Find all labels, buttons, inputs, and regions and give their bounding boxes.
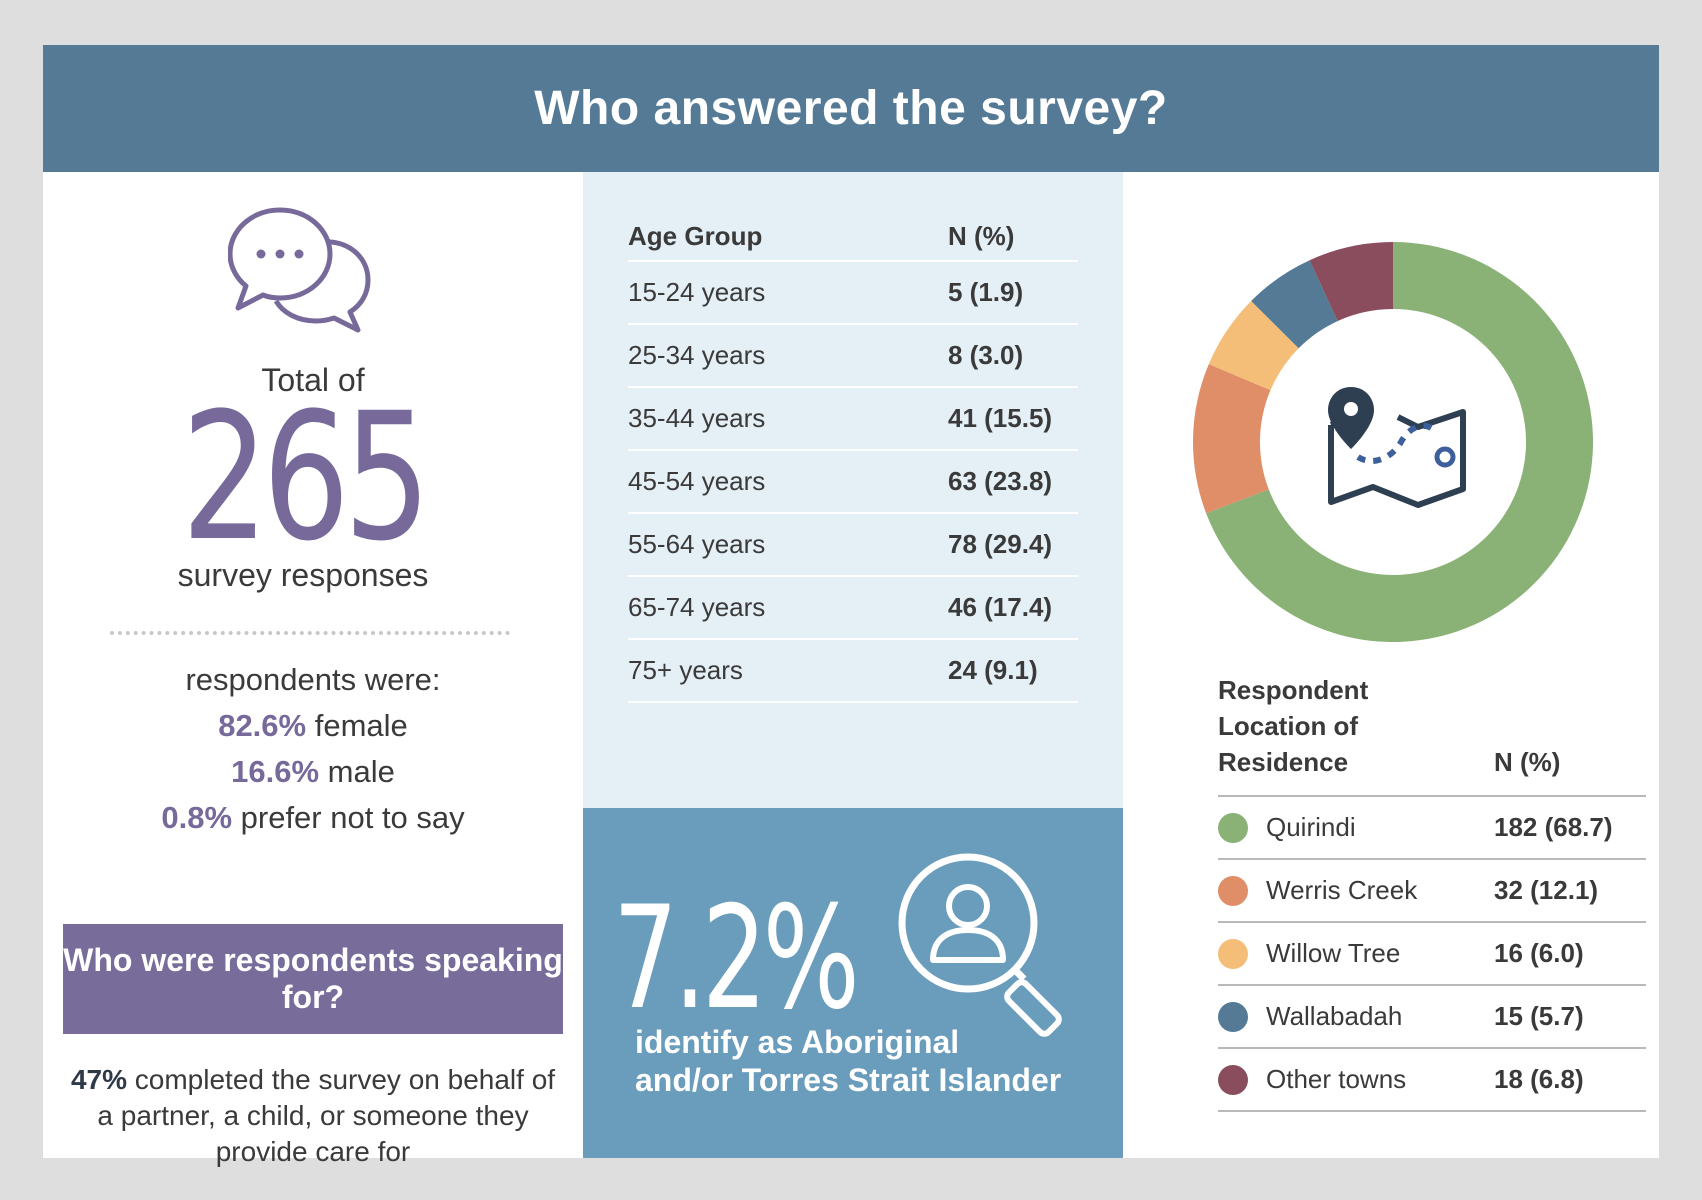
- right-column: Respondent Location of Residence N (%) Q…: [1123, 172, 1659, 1158]
- table-row: 65-74 years 46 (17.4): [628, 577, 1078, 640]
- partner-text: 47% completed the survey on behalf of a …: [63, 1062, 563, 1169]
- legend-swatch: [1218, 875, 1248, 906]
- age-group-header: Age Group: [628, 220, 763, 251]
- gender-pct: 16.6%: [231, 754, 320, 789]
- age-group: 55-64 years: [628, 529, 766, 559]
- age-n: 8 (3.0): [948, 340, 1024, 370]
- search-person-icon: [898, 853, 1062, 1037]
- table-row: Wallabadah 15 (5.7): [1218, 986, 1646, 1049]
- age-group: 75+ years: [628, 655, 743, 685]
- partner-description: completed the survey on behalf of a part…: [97, 1064, 556, 1167]
- donut-slice-werris-creek: [1193, 364, 1271, 514]
- legend-swatch: [1218, 938, 1248, 969]
- gender-label: female: [314, 708, 408, 743]
- location-header-label: Respondent Location of Residence: [1218, 673, 1494, 781]
- infographic-card: Who answered the survey? Total of 265 su…: [43, 45, 1659, 1167]
- age-n-header: N (%): [948, 220, 1015, 251]
- age-panel: Age Group N (%) 15-24 years 5 (1.9) 25-3…: [583, 172, 1123, 808]
- gender-pct: 82.6%: [218, 708, 307, 743]
- table-row: 15-24 years 5 (1.9): [628, 262, 1078, 325]
- gender-female: 82.6% female: [43, 708, 583, 744]
- age-n: 63 (23.8): [948, 466, 1053, 496]
- age-n: 46 (17.4): [948, 592, 1053, 622]
- age-n: 24 (9.1): [948, 655, 1038, 685]
- legend-swatch: [1218, 812, 1248, 843]
- location-n: 18 (6.8): [1494, 1064, 1584, 1094]
- survey-responses-label: survey responses: [177, 557, 429, 593]
- total-responses-number: 265: [181, 375, 431, 580]
- left-column: Total of 265 survey responses respondent…: [43, 172, 583, 1167]
- gender-prefer-not: 0.8% prefer not to say: [43, 800, 583, 836]
- table-row: Werris Creek 32 (12.1): [1218, 860, 1646, 923]
- location-n: 32 (12.1): [1494, 875, 1599, 905]
- chat-bubbles-icon: [228, 207, 371, 333]
- location-name: Quirindi: [1266, 812, 1356, 842]
- location-header-line: Location of: [1218, 711, 1359, 742]
- location-header-line: Residence: [1218, 747, 1349, 778]
- location-n-header: N (%): [1494, 747, 1561, 778]
- location-name: Werris Creek: [1266, 875, 1418, 905]
- age-table: Age Group N (%) 15-24 years 5 (1.9) 25-3…: [628, 212, 1078, 703]
- aboriginal-line-2: and/or Torres Strait Islander: [635, 1062, 1062, 1099]
- donut-slice-wallabadah: [1251, 260, 1338, 349]
- location-n: 16 (6.0): [1494, 938, 1584, 968]
- table-row: Quirindi 182 (68.7): [1218, 797, 1646, 860]
- legend-swatch: [1218, 1001, 1248, 1032]
- location-header-line: Respondent: [1218, 675, 1369, 706]
- table-row: 55-64 years 78 (29.4): [628, 514, 1078, 577]
- table-row: Other towns 18 (6.8): [1218, 1049, 1646, 1112]
- respondents-were-label: respondents were:: [185, 662, 441, 697]
- gender-label: prefer not to say: [240, 800, 465, 835]
- gender-male: 16.6% male: [43, 754, 583, 790]
- location-name: Wallabadah: [1266, 1001, 1403, 1031]
- page-title: Who answered the survey?: [43, 45, 1659, 172]
- age-n: 5 (1.9): [948, 277, 1024, 307]
- donut-slice-other-towns: [1309, 242, 1393, 322]
- speaking-for-banner: Who were respondents speaking for?: [63, 924, 563, 1034]
- age-group: 15-24 years: [628, 277, 766, 307]
- gender-label: male: [327, 754, 395, 789]
- age-group: 65-74 years: [628, 592, 766, 622]
- age-group: 25-34 years: [628, 340, 766, 370]
- age-group: 35-44 years: [628, 403, 766, 433]
- table-row: 35-44 years 41 (15.5): [628, 388, 1078, 451]
- location-name: Other towns: [1266, 1064, 1407, 1094]
- table-row: Willow Tree 16 (6.0): [1218, 923, 1646, 986]
- location-n: 182 (68.7): [1494, 812, 1613, 842]
- donut-slice-willow-tree: [1208, 301, 1299, 391]
- aboriginal-text: identify as Aboriginal and/or Torres Str…: [635, 1023, 1061, 1100]
- gender-pct: 0.8%: [161, 800, 233, 835]
- location-table-header: Respondent Location of Residence N (%): [1218, 675, 1646, 797]
- age-table-header: Age Group N (%): [628, 212, 1078, 262]
- partner-pct: 47%: [70, 1064, 127, 1095]
- age-n: 41 (15.5): [948, 403, 1053, 433]
- table-row: 75+ years 24 (9.1): [628, 640, 1078, 703]
- age-group: 45-54 years: [628, 466, 766, 496]
- dotted-divider: [110, 631, 510, 635]
- aboriginal-line-1: identify as Aboriginal: [635, 1024, 960, 1060]
- table-row: 45-54 years 63 (23.8): [628, 451, 1078, 514]
- age-n: 78 (29.4): [948, 529, 1053, 559]
- map-pin-route-icon: [1328, 387, 1466, 508]
- location-donut-chart: [1193, 242, 1593, 642]
- legend-swatch: [1218, 1064, 1248, 1095]
- location-table: Respondent Location of Residence N (%) Q…: [1218, 675, 1646, 1112]
- table-row: 25-34 years 8 (3.0): [628, 325, 1078, 388]
- aboriginal-pct: 7.2%: [613, 876, 860, 1041]
- location-name: Willow Tree: [1266, 938, 1401, 968]
- aboriginal-panel: 7.2% identify as Aboriginal and/or Torre…: [583, 808, 1123, 1158]
- location-n: 15 (5.7): [1494, 1001, 1584, 1031]
- donut-slice-quirindi: [1206, 242, 1593, 642]
- total-of-label: Total of: [261, 362, 365, 398]
